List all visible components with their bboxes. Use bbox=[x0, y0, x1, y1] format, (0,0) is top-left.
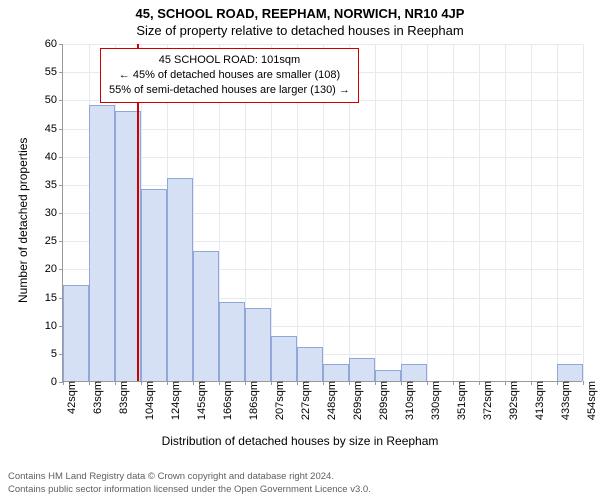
gridline-v bbox=[557, 44, 558, 381]
x-tick-label: 186sqm bbox=[246, 381, 260, 420]
gridline-v bbox=[453, 44, 454, 381]
histogram-bar bbox=[297, 347, 323, 381]
x-tick-label: 166sqm bbox=[220, 381, 234, 420]
histogram-bar bbox=[349, 358, 375, 381]
y-tick-mark bbox=[59, 185, 63, 186]
callout-line-3: 55% of semi-detached houses are larger (… bbox=[109, 83, 350, 98]
footer-attribution: Contains HM Land Registry data © Crown c… bbox=[8, 471, 371, 496]
x-axis-label: Distribution of detached houses by size … bbox=[0, 434, 600, 448]
x-tick-label: 124sqm bbox=[168, 381, 182, 420]
histogram-bar bbox=[323, 364, 349, 381]
y-axis-label: Number of detached properties bbox=[16, 138, 30, 303]
x-tick-label: 248sqm bbox=[324, 381, 338, 420]
y-tick-mark bbox=[59, 129, 63, 130]
chart-container: 45, SCHOOL ROAD, REEPHAM, NORWICH, NR10 … bbox=[0, 0, 600, 500]
y-tick-mark bbox=[59, 44, 63, 45]
x-tick-label: 351sqm bbox=[454, 381, 468, 420]
y-tick-mark bbox=[59, 213, 63, 214]
x-tick-label: 207sqm bbox=[272, 381, 286, 420]
histogram-bar bbox=[141, 189, 167, 381]
histogram-bar bbox=[245, 308, 271, 381]
footer-line-2: Contains public sector information licen… bbox=[8, 484, 371, 496]
x-tick-label: 330sqm bbox=[428, 381, 442, 420]
x-tick-label: 63sqm bbox=[90, 381, 104, 414]
gridline-v bbox=[479, 44, 480, 381]
gridline-v bbox=[531, 44, 532, 381]
histogram-bar bbox=[375, 370, 401, 381]
histogram-bar bbox=[193, 251, 219, 381]
x-tick-label: 83sqm bbox=[116, 381, 130, 414]
gridline-v bbox=[427, 44, 428, 381]
y-tick-mark bbox=[59, 100, 63, 101]
x-tick-label: 392sqm bbox=[506, 381, 520, 420]
y-tick-mark bbox=[59, 157, 63, 158]
x-tick-label: 310sqm bbox=[402, 381, 416, 420]
x-tick-label: 42sqm bbox=[64, 381, 78, 414]
histogram-bar bbox=[401, 364, 427, 381]
x-tick-label: 372sqm bbox=[480, 381, 494, 420]
x-tick-label: 413sqm bbox=[532, 381, 546, 420]
histogram-bar bbox=[167, 178, 193, 381]
callout-line-2: ← 45% of detached houses are smaller (10… bbox=[109, 68, 350, 83]
histogram-bar bbox=[63, 285, 89, 381]
y-tick-mark bbox=[59, 72, 63, 73]
callout-box: 45 SCHOOL ROAD: 101sqm ← 45% of detached… bbox=[100, 48, 359, 103]
x-tick-label: 227sqm bbox=[298, 381, 312, 420]
callout-line-1: 45 SCHOOL ROAD: 101sqm bbox=[109, 53, 350, 68]
y-tick-mark bbox=[59, 269, 63, 270]
footer-line-1: Contains HM Land Registry data © Crown c… bbox=[8, 471, 371, 483]
x-tick-label: 289sqm bbox=[376, 381, 390, 420]
x-tick-label: 269sqm bbox=[350, 381, 364, 420]
x-tick-label: 104sqm bbox=[142, 381, 156, 420]
gridline-v bbox=[505, 44, 506, 381]
x-tick-label: 433sqm bbox=[558, 381, 572, 420]
y-tick-mark bbox=[59, 241, 63, 242]
histogram-bar bbox=[557, 364, 583, 381]
histogram-bar bbox=[219, 302, 245, 381]
gridline-v bbox=[375, 44, 376, 381]
x-tick-label: 454sqm bbox=[584, 381, 598, 420]
histogram-bar bbox=[271, 336, 297, 381]
histogram-bar bbox=[89, 105, 115, 381]
gridline-v bbox=[401, 44, 402, 381]
gridline-v bbox=[583, 44, 584, 381]
x-tick-label: 145sqm bbox=[194, 381, 208, 420]
